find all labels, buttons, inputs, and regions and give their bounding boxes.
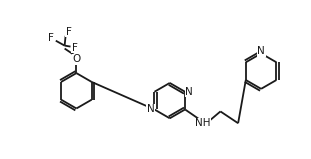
Text: N: N [146, 104, 154, 114]
Text: N: N [257, 46, 265, 56]
Text: O: O [72, 54, 81, 64]
Text: F: F [66, 27, 72, 37]
Text: NH: NH [195, 118, 211, 128]
Text: F: F [72, 43, 77, 53]
Text: F: F [48, 33, 54, 43]
Text: N: N [185, 87, 193, 97]
